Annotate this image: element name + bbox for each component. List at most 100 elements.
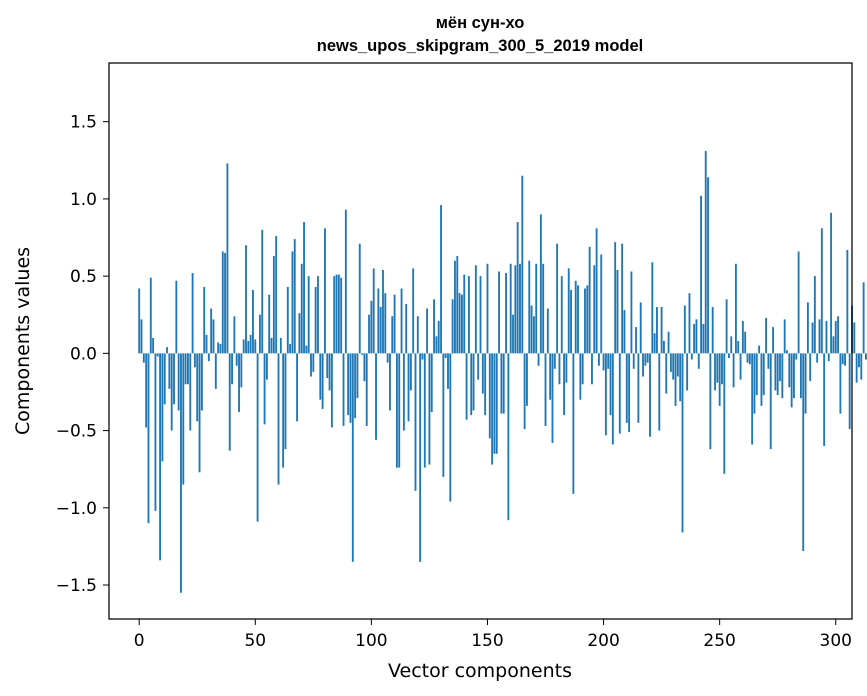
bar-56 bbox=[268, 294, 271, 354]
bar-133 bbox=[447, 353, 449, 389]
y-axis-label: Components values bbox=[12, 247, 34, 435]
bar-135 bbox=[451, 299, 454, 354]
bar-40 bbox=[231, 353, 233, 385]
bar-299 bbox=[832, 336, 835, 354]
bar-187 bbox=[572, 353, 575, 494]
bar-311 bbox=[860, 353, 863, 380]
bar-9 bbox=[159, 353, 162, 561]
bar-242 bbox=[700, 195, 703, 354]
bar-202 bbox=[607, 353, 610, 369]
bar-147 bbox=[479, 276, 482, 354]
bar-160 bbox=[509, 263, 512, 354]
bar-263 bbox=[748, 353, 751, 365]
bar-292 bbox=[816, 353, 819, 363]
bar-27 bbox=[200, 353, 203, 411]
bar-184 bbox=[565, 353, 568, 383]
bars-group bbox=[138, 151, 867, 593]
bar-276 bbox=[779, 353, 781, 382]
bar-31 bbox=[210, 308, 213, 354]
bar-3 bbox=[145, 353, 148, 428]
bar-42 bbox=[235, 353, 238, 366]
bar-220 bbox=[649, 353, 651, 437]
bar-5 bbox=[149, 277, 152, 354]
bar-203 bbox=[609, 353, 612, 416]
bar-41 bbox=[233, 316, 236, 354]
bar-163 bbox=[516, 222, 519, 354]
bar-258 bbox=[737, 341, 740, 354]
bar-158 bbox=[505, 273, 507, 354]
bar-151 bbox=[488, 353, 491, 439]
bar-240 bbox=[695, 319, 698, 354]
bar-305 bbox=[846, 249, 849, 354]
bar-76 bbox=[314, 286, 317, 354]
y-tick-label: 0.0 bbox=[70, 344, 97, 364]
x-tick-label: 250 bbox=[703, 631, 735, 651]
bar-47 bbox=[247, 341, 250, 354]
bar-142 bbox=[467, 276, 470, 354]
bar-90 bbox=[347, 353, 350, 416]
bar-165 bbox=[521, 175, 524, 354]
bar-85 bbox=[335, 274, 338, 354]
bar-224 bbox=[658, 353, 661, 431]
bar-228 bbox=[667, 331, 670, 354]
bar-118 bbox=[412, 268, 415, 354]
bar-286 bbox=[802, 353, 805, 552]
bar-138 bbox=[458, 293, 461, 354]
bar-69 bbox=[298, 313, 301, 354]
bar-188 bbox=[574, 280, 577, 354]
bar-38 bbox=[226, 163, 229, 354]
bar-211 bbox=[628, 353, 631, 433]
bar-105 bbox=[382, 269, 384, 354]
bar-171 bbox=[535, 263, 538, 354]
bar-29 bbox=[205, 334, 208, 354]
bar-66 bbox=[291, 251, 294, 354]
bar-48 bbox=[249, 334, 252, 354]
bar-79 bbox=[321, 353, 324, 409]
bar-92 bbox=[351, 353, 354, 562]
bar-73 bbox=[307, 276, 310, 354]
bar-294 bbox=[820, 228, 823, 354]
bar-87 bbox=[340, 277, 343, 354]
bar-174 bbox=[542, 263, 545, 354]
bar-116 bbox=[407, 353, 410, 422]
bar-1 bbox=[140, 319, 143, 354]
bar-178 bbox=[551, 353, 554, 443]
bar-279 bbox=[786, 350, 788, 354]
bar-247 bbox=[711, 307, 714, 354]
bar-241 bbox=[697, 353, 700, 369]
bar-34 bbox=[217, 342, 220, 354]
bar-253 bbox=[725, 299, 728, 354]
bar-256 bbox=[732, 353, 735, 388]
bar-259 bbox=[739, 353, 742, 380]
bar-8 bbox=[156, 353, 159, 357]
bar-53 bbox=[261, 229, 264, 354]
bar-172 bbox=[537, 353, 540, 366]
bar-198 bbox=[597, 353, 600, 366]
bar-217 bbox=[642, 353, 644, 377]
bar-193 bbox=[586, 285, 589, 354]
bar-143 bbox=[470, 353, 473, 416]
bar-16 bbox=[175, 280, 178, 354]
bar-117 bbox=[409, 353, 412, 391]
bar-52 bbox=[258, 314, 261, 354]
bar-115 bbox=[405, 303, 408, 354]
bar-270 bbox=[765, 317, 768, 354]
bar-128 bbox=[435, 336, 438, 354]
bar-149 bbox=[484, 353, 487, 416]
bar-136 bbox=[454, 260, 456, 354]
bar-313 bbox=[865, 353, 867, 360]
bar-173 bbox=[539, 214, 542, 354]
ticks-group: 0 50 100 150 200 250 300 −1.5 −1.0 −0.5 0.0 0.5 1.0 1… bbox=[56, 113, 852, 651]
bar-213 bbox=[632, 353, 635, 369]
bar-2 bbox=[142, 353, 145, 363]
bar-44 bbox=[240, 353, 243, 388]
bar-108 bbox=[389, 353, 391, 411]
bar-236 bbox=[686, 353, 689, 391]
bar-139 bbox=[461, 294, 463, 354]
bar-18 bbox=[180, 353, 182, 593]
bar-231 bbox=[674, 353, 677, 406]
bar-63 bbox=[284, 353, 287, 450]
bar-251 bbox=[721, 353, 723, 385]
x-tick-label: 50 bbox=[244, 631, 266, 651]
bar-303 bbox=[841, 353, 844, 365]
